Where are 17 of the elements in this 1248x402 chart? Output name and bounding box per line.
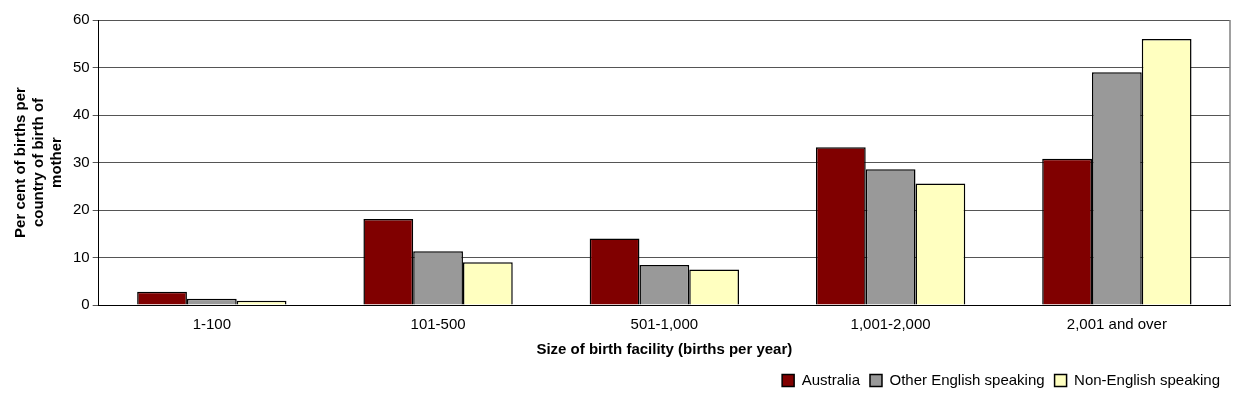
x-tick-label: 101-500 <box>410 315 466 333</box>
legend-label: Other English speaking <box>889 370 1045 388</box>
y-tick-label: 0 <box>81 295 90 313</box>
y-tick-label: 30 <box>73 152 90 170</box>
y-tick-label: 60 <box>73 10 90 28</box>
legend-label: Australia <box>801 370 861 388</box>
y-tick-label: 50 <box>73 57 90 75</box>
y-tick-label: 20 <box>73 200 90 218</box>
x-tick-label: 501-1,000 <box>630 315 699 333</box>
x-tick-label: 1-100 <box>192 315 231 333</box>
legend-label: Non-English speaking <box>1074 370 1220 388</box>
x-tick-label: 2,001 and over <box>1066 315 1167 333</box>
x-tick-label: 1,001-2,000 <box>850 315 931 333</box>
y-axis-title: Per cent of births per country of birth of mother <box>11 86 65 238</box>
y-tick-label: 10 <box>73 247 90 265</box>
y-tick-label: 40 <box>73 105 90 123</box>
x-axis-title: Size of birth facility (births per year) <box>536 340 793 358</box>
